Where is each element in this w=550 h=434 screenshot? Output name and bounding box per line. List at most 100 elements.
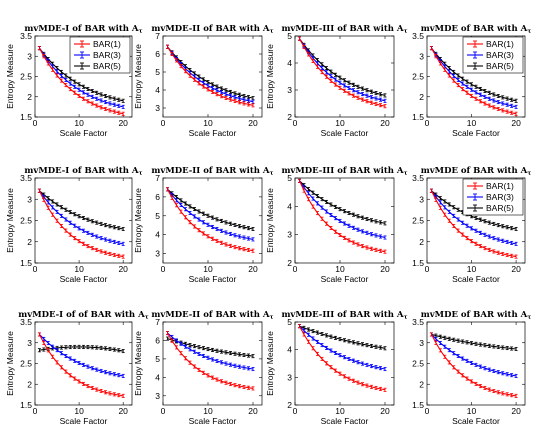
y-tick-label: 2.5 <box>412 216 424 226</box>
x-tick-label: 0 <box>425 118 430 128</box>
series-bar1 <box>37 46 125 116</box>
y-tick-label: 1.5 <box>412 112 424 122</box>
series-line <box>431 47 517 108</box>
y-tick-label: 7 <box>155 173 160 183</box>
x-tick-label: 20 <box>380 406 390 416</box>
series-line <box>39 190 124 230</box>
chart-title: mvMDE-I of BAR with Aτ <box>24 24 142 35</box>
series-bar3 <box>429 332 518 378</box>
x-axis-label: Scale Factor <box>60 128 108 138</box>
y-axis-label: Entropy Measure <box>133 188 143 253</box>
axes-box <box>162 177 263 264</box>
series-bar5 <box>429 332 518 351</box>
y-axis-label: Entropy Measure <box>5 188 15 253</box>
y-tick-label: 3 <box>155 391 160 401</box>
y-tick-label: 5 <box>287 31 292 41</box>
legend-entry-bar3: BAR(3) <box>74 50 121 60</box>
y-tick-label: 3 <box>419 51 424 61</box>
y-tick-label: 4 <box>155 372 160 382</box>
x-tick-label: 10 <box>467 118 477 128</box>
y-tick-label: 1.5 <box>412 258 424 268</box>
axes-box <box>294 177 395 264</box>
legend: BAR(1)BAR(3)BAR(5) <box>69 36 131 74</box>
axes-box <box>294 35 395 118</box>
axes-box <box>162 35 263 118</box>
x-tick-label: 10 <box>335 118 345 128</box>
x-tick-label: 0 <box>293 264 298 274</box>
x-axis-label: Scale Factor <box>189 274 237 284</box>
x-axis-label: Scale Factor <box>452 274 500 284</box>
series-line <box>299 180 386 253</box>
series-bar3 <box>37 332 125 378</box>
series-line <box>431 190 517 258</box>
y-tick-label: 3 <box>27 51 32 61</box>
chart-title: mvMDE-I of of BAR with Aτ <box>18 310 148 321</box>
x-axis-label: Scale Factor <box>60 416 108 426</box>
x-axis-label: Scale Factor <box>189 416 237 426</box>
chart-panel-5: mvMDE-I of BAR with Aτ 0 10 20 1.5 2 2.5 3 3.5 Sc… <box>5 166 143 284</box>
y-tick-label: 4 <box>155 85 160 95</box>
y-axis-label: Entropy Measure <box>133 331 143 396</box>
series-bar5 <box>166 336 255 359</box>
series-line <box>299 180 386 224</box>
y-tick-label: 3.5 <box>20 317 32 327</box>
series-bar5 <box>37 344 125 354</box>
series-bar5 <box>166 44 255 101</box>
y-tick-label: 2 <box>27 92 32 102</box>
series-bar3 <box>429 188 518 246</box>
legend-entry-bar3: BAR(3) <box>467 192 514 202</box>
chart-title: mvMDE of BAR with Aτ <box>421 310 532 321</box>
y-tick-label: 2.5 <box>20 72 32 82</box>
chart-title: mvMDE-II of BAR with Aτ <box>151 310 273 321</box>
series-bar1 <box>166 187 255 253</box>
y-axis-label: Entropy Measure <box>265 331 275 396</box>
series-line <box>38 47 124 108</box>
y-tick-label: 1.5 <box>20 112 32 122</box>
legend-label: BAR(1) <box>93 39 121 49</box>
x-tick-label: 20 <box>511 406 521 416</box>
y-tick-label: 1.5 <box>20 400 32 410</box>
series-line <box>431 333 517 350</box>
y-tick-label: 5 <box>155 67 160 77</box>
y-axis-label: Entropy Measure <box>5 44 15 109</box>
y-tick-label: 5 <box>287 173 292 183</box>
y-tick-label: 3.5 <box>412 173 424 183</box>
series-line <box>167 46 254 106</box>
x-tick-label: 20 <box>248 118 258 128</box>
y-tick-label: 3 <box>419 194 424 204</box>
chart-title: mvMDE-III of BAR with Aτ <box>281 166 407 177</box>
y-tick-label: 2 <box>27 379 32 389</box>
x-tick-label: 20 <box>380 118 390 128</box>
chart-title: mvMDE of BAR with Aτ <box>421 24 532 35</box>
x-tick-label: 0 <box>33 406 38 416</box>
y-tick-label: 1.5 <box>20 258 32 268</box>
chart-panel-2: mvMDE-II of BAR with Aτ 0 10 20 3 4 5 6 7 Scale F… <box>133 24 274 138</box>
series-line <box>167 189 254 252</box>
y-tick-label: 1.5 <box>412 400 424 410</box>
series-line <box>431 47 517 102</box>
x-tick-label: 0 <box>161 264 166 274</box>
series-line <box>299 325 386 391</box>
y-tick-label: 3 <box>155 103 160 113</box>
series-line <box>299 38 386 107</box>
y-tick-label: 4 <box>155 230 160 240</box>
chart-panel-6: mvMDE-II of BAR with Aτ 0 10 20 3 4 5 6 7 Scale F… <box>133 166 274 284</box>
chart-panel-8: mvMDE of BAR with Aτ 0 10 20 1.5 2 2.5 3 3.5 Scal… <box>412 166 531 284</box>
x-tick-label: 0 <box>293 118 298 128</box>
x-axis-label: Scale Factor <box>321 416 369 426</box>
x-tick-label: 10 <box>74 406 84 416</box>
legend: BAR(1)BAR(3)BAR(5) <box>462 36 524 74</box>
series-bar3 <box>166 44 255 104</box>
x-tick-label: 0 <box>161 406 166 416</box>
axes-box <box>294 321 395 406</box>
series-line <box>167 338 254 357</box>
series-bar1 <box>166 44 255 108</box>
x-tick-label: 0 <box>425 406 430 416</box>
y-tick-label: 3 <box>287 372 292 382</box>
chart-title: mvMDE-II of BAR with Aτ <box>151 166 273 177</box>
x-tick-label: 20 <box>248 264 258 274</box>
y-tick-label: 2.5 <box>20 359 32 369</box>
series-line <box>167 332 254 370</box>
chart-panel-10: mvMDE-II of BAR with Aτ 0 10 20 3 4 5 6 7 Scale F… <box>133 310 274 426</box>
